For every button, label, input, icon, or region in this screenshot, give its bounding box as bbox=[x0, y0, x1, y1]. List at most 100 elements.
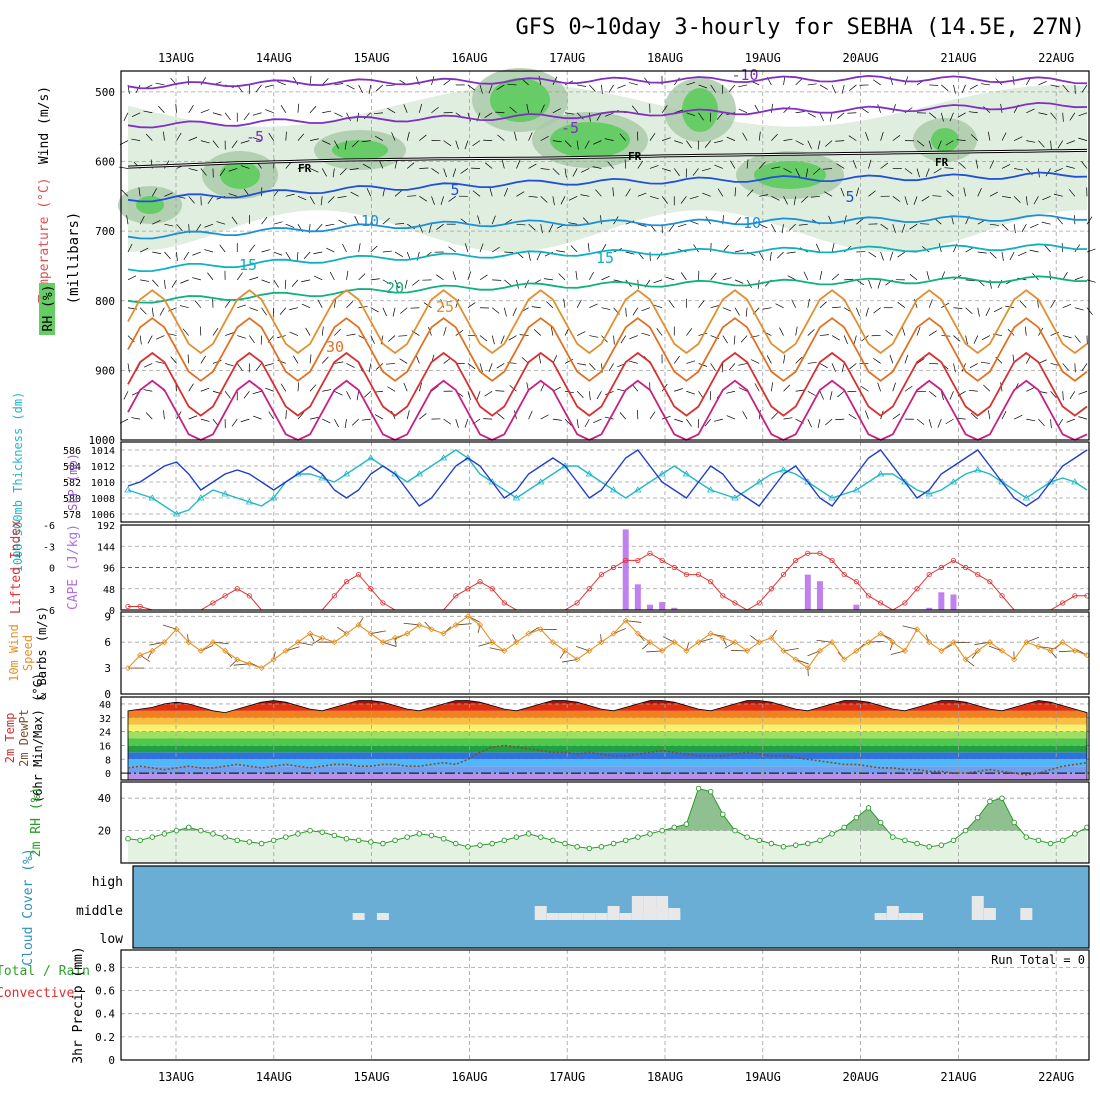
wind-barb bbox=[216, 221, 226, 225]
wind-barb bbox=[937, 140, 942, 150]
wind-barb bbox=[726, 136, 736, 141]
wind-barb bbox=[455, 419, 459, 428]
wind-barb bbox=[200, 77, 207, 86]
rh-point bbox=[525, 831, 532, 837]
axis-label: Lifted Index bbox=[9, 520, 24, 614]
wind-barb bbox=[689, 195, 699, 200]
wind-barb bbox=[629, 335, 638, 340]
wind-barb bbox=[548, 224, 554, 233]
rh-point bbox=[890, 834, 896, 840]
wind-barb bbox=[428, 224, 432, 233]
wind-barb bbox=[1081, 161, 1088, 169]
wind-speed-point bbox=[161, 639, 168, 646]
wind-barb bbox=[419, 134, 427, 141]
wind-barb bbox=[1062, 363, 1069, 371]
wind-barb bbox=[856, 279, 865, 286]
axis-label-text: 2m Temp bbox=[3, 713, 17, 764]
wind-barb bbox=[151, 307, 154, 317]
axis-label: (millibars) bbox=[66, 212, 82, 305]
wind-barb bbox=[415, 354, 420, 364]
li-tick: 6 bbox=[49, 606, 55, 617]
precip-tick: 0.6 bbox=[95, 985, 115, 998]
wind-barb bbox=[989, 191, 998, 197]
wind-barb bbox=[503, 187, 509, 197]
slp-tick: 1012 bbox=[91, 462, 115, 473]
wind-barb bbox=[916, 140, 925, 147]
wind-barb bbox=[293, 355, 299, 364]
rh-point bbox=[792, 842, 799, 848]
wind-barb bbox=[716, 112, 724, 120]
wind-barb bbox=[320, 196, 323, 206]
wind-barb bbox=[188, 383, 194, 392]
wind-barb bbox=[913, 196, 918, 205]
rh-point bbox=[720, 811, 726, 818]
rh-point bbox=[258, 840, 265, 847]
wind-barb bbox=[734, 307, 740, 316]
wind-barb bbox=[733, 335, 736, 345]
wind-barb bbox=[738, 387, 748, 392]
wind-barb bbox=[394, 251, 403, 257]
wind-barb bbox=[491, 307, 500, 314]
wind-barb bbox=[249, 276, 259, 281]
wind-barb bbox=[163, 131, 165, 141]
wind-barb bbox=[1050, 391, 1057, 399]
wind-speed-point bbox=[804, 665, 811, 672]
wind-barb bbox=[568, 196, 578, 201]
wind-barb bbox=[817, 140, 821, 150]
wind-barb bbox=[265, 109, 274, 114]
wind-barb bbox=[880, 162, 889, 169]
wind-barb bbox=[370, 215, 373, 225]
cloud-low-block bbox=[1020, 908, 1033, 920]
wind-barb bbox=[219, 244, 226, 253]
li-point bbox=[125, 603, 131, 610]
isotherm-label: 30 bbox=[326, 338, 344, 356]
wind-barb bbox=[538, 354, 542, 364]
wind-barb bbox=[361, 418, 371, 421]
wind-barb bbox=[200, 355, 207, 364]
wind-barb bbox=[1062, 304, 1072, 309]
rh-point bbox=[185, 824, 192, 831]
wind-barb bbox=[970, 412, 978, 420]
wind-speed-point bbox=[513, 639, 520, 646]
wind-barb bbox=[127, 275, 137, 281]
temp-band bbox=[128, 766, 1087, 774]
wind-barb bbox=[188, 168, 198, 171]
thickness-point bbox=[1022, 494, 1031, 501]
wind-barb bbox=[464, 418, 469, 428]
thickness-point bbox=[828, 494, 836, 501]
wind-barb bbox=[538, 76, 542, 85]
wind-barb bbox=[856, 218, 864, 225]
rh-point bbox=[392, 837, 398, 844]
wind-barb bbox=[564, 418, 572, 426]
wind-speed-point bbox=[537, 626, 544, 633]
wind-barb bbox=[877, 382, 881, 392]
rh-point bbox=[173, 827, 180, 834]
wind-barb bbox=[714, 164, 723, 169]
thickness-point bbox=[1071, 478, 1079, 485]
wind-barb bbox=[762, 307, 772, 310]
wind-barb bbox=[536, 251, 542, 261]
cape-bar bbox=[646, 604, 653, 610]
wind-barb bbox=[334, 418, 339, 428]
wind-barb bbox=[771, 166, 781, 169]
rh-point bbox=[768, 840, 775, 847]
wind-barb bbox=[625, 307, 627, 317]
wind-barb bbox=[407, 223, 416, 230]
wind-barb bbox=[901, 326, 906, 336]
rh-point bbox=[598, 844, 605, 850]
wind-barb bbox=[674, 418, 683, 423]
thickness-point bbox=[439, 454, 448, 461]
precip-tick: 0 bbox=[108, 1054, 115, 1067]
wind-barb bbox=[1066, 140, 1075, 145]
wind-barb bbox=[841, 84, 845, 94]
rh-point bbox=[343, 835, 350, 842]
wind-barb bbox=[977, 307, 980, 317]
wind-barb-10m bbox=[477, 624, 481, 633]
wind-barb bbox=[722, 277, 732, 281]
rh-frame bbox=[120, 781, 1090, 864]
wind-barb bbox=[961, 84, 966, 94]
wind-barb bbox=[783, 354, 786, 364]
rh-point bbox=[902, 837, 908, 844]
rh-contour-inner bbox=[332, 140, 388, 160]
axis-label-text: Lifted Index bbox=[9, 520, 24, 614]
